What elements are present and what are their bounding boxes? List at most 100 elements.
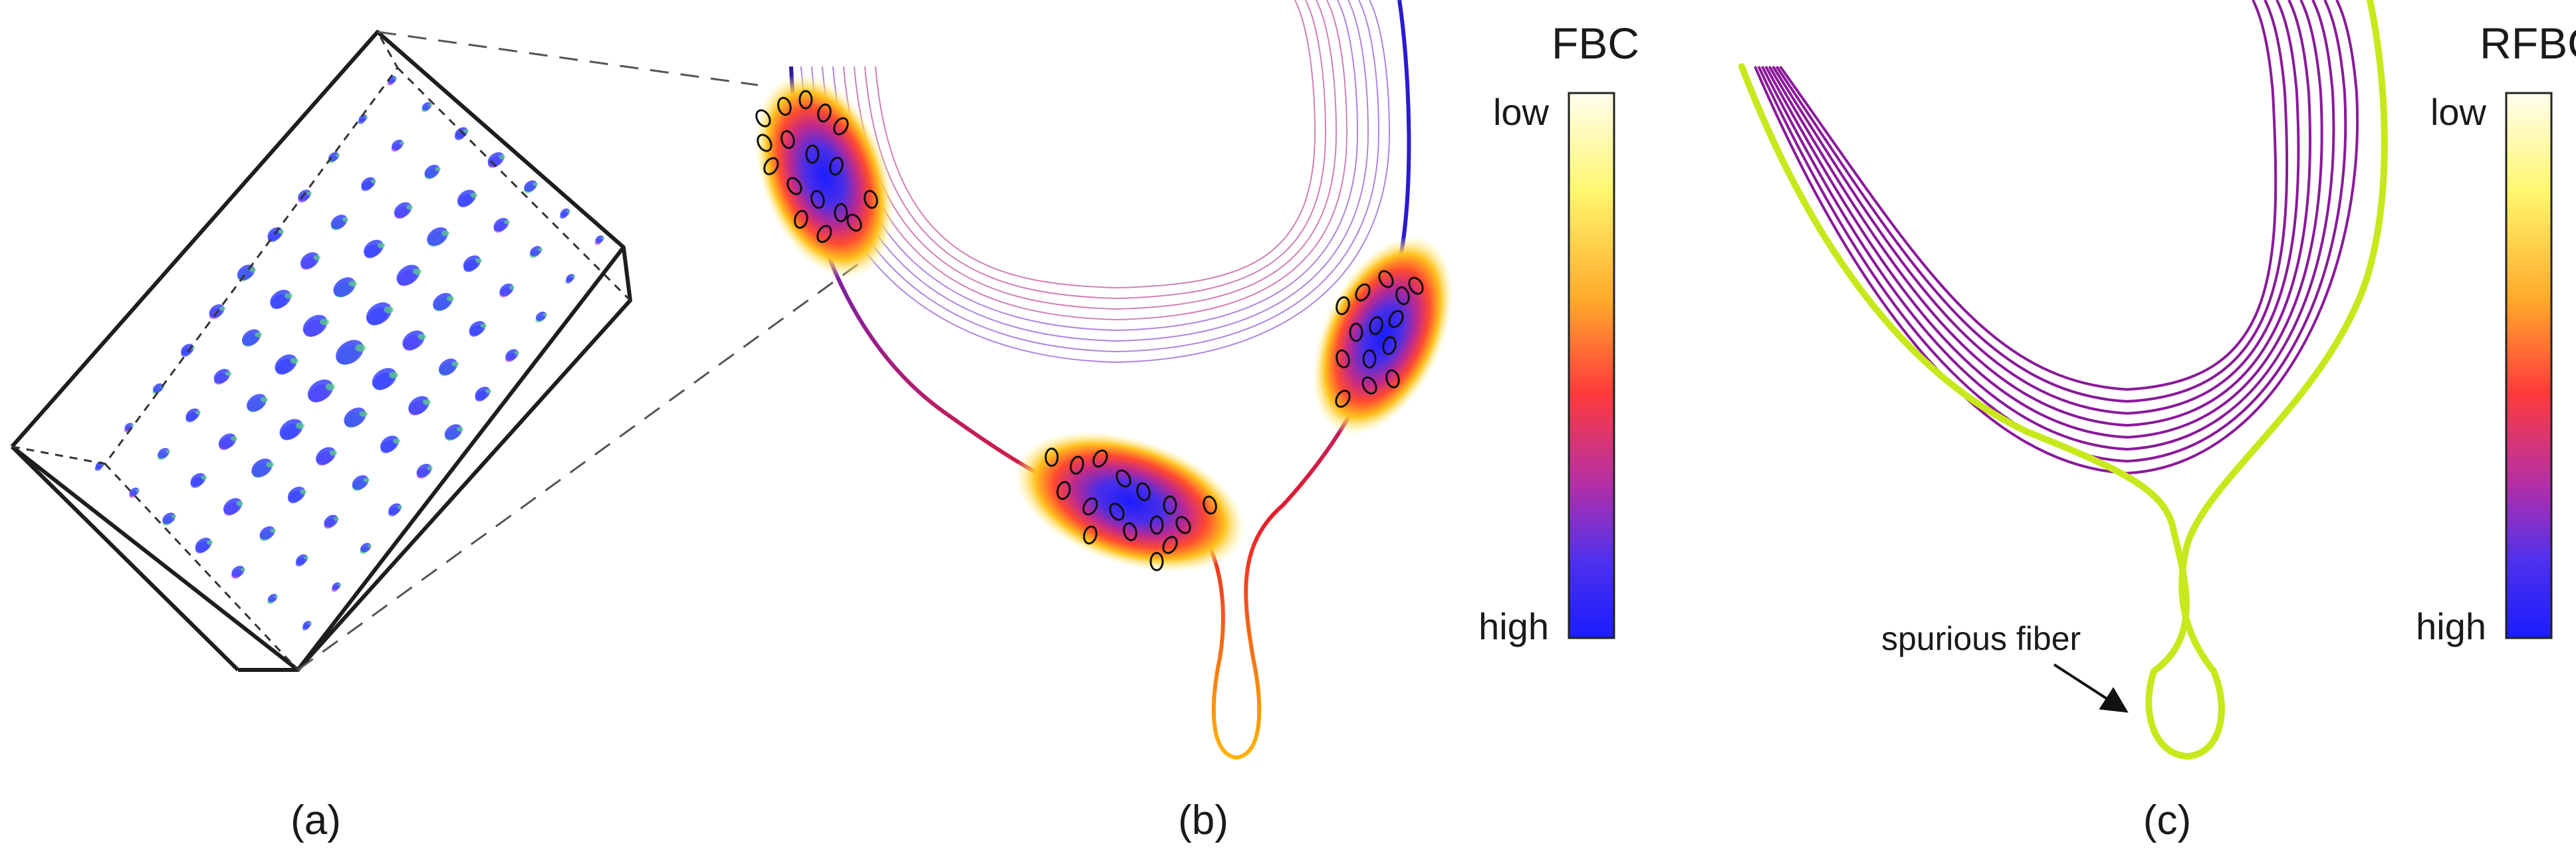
fiber-bundle-retained bbox=[1754, 0, 2359, 475]
glyph-ring bbox=[1203, 495, 1217, 515]
glyph-ring bbox=[1082, 497, 1098, 516]
odf-glyph bbox=[529, 246, 543, 259]
local-glyph-rings bbox=[755, 90, 1424, 572]
glyph-ring bbox=[1162, 536, 1178, 554]
odf-glyph bbox=[380, 435, 401, 453]
glyph-ring bbox=[833, 117, 849, 136]
glyph-ring bbox=[1123, 522, 1137, 542]
glyph-ring bbox=[1092, 449, 1108, 468]
glyph-ring bbox=[798, 90, 813, 110]
odf-glyph bbox=[396, 265, 422, 286]
scored-fiber-left bbox=[789, 66, 1398, 760]
glyph-ring bbox=[1115, 469, 1131, 488]
odf-glyph bbox=[438, 358, 459, 376]
colorbar-rfbc-low-label: low bbox=[2430, 91, 2487, 133]
glyph-ring bbox=[1335, 389, 1351, 408]
glyph-ring bbox=[816, 225, 832, 243]
odf-glyph bbox=[457, 189, 478, 207]
odf-glyph bbox=[218, 433, 238, 451]
fiber-retained bbox=[1754, 0, 2359, 475]
spurious-fiber-highlighted bbox=[1738, 0, 2388, 760]
glyph-ring bbox=[834, 203, 848, 223]
fiber-thin bbox=[864, 0, 1327, 300]
colorbar-rfbc-title: RFBC bbox=[2480, 19, 2576, 68]
fiber-retained bbox=[1761, 0, 2335, 451]
glyph-ring bbox=[1336, 296, 1350, 316]
fiber-retained bbox=[1779, 0, 2278, 391]
odf-glyph bbox=[237, 265, 257, 282]
odf-glyph bbox=[181, 344, 195, 357]
odf-glyph bbox=[391, 140, 405, 152]
panel-label-a: (a) bbox=[291, 797, 341, 843]
odf-glyph bbox=[535, 311, 548, 323]
odf-glyph bbox=[162, 512, 177, 526]
odf-glyph bbox=[213, 369, 232, 385]
odf-glyph bbox=[364, 239, 386, 259]
odf-glyph bbox=[157, 448, 171, 461]
glyph-ring bbox=[780, 130, 795, 150]
odf-glyph-field bbox=[94, 76, 605, 631]
zoom-projection-lines bbox=[297, 31, 858, 671]
fiber-thin bbox=[832, 0, 1359, 332]
glyph-ring bbox=[1163, 495, 1177, 515]
glyph-ring bbox=[805, 144, 820, 164]
odf-glyph bbox=[463, 255, 483, 272]
glyph-ring bbox=[846, 213, 862, 232]
odf-glyph bbox=[307, 379, 336, 403]
fiber-thin bbox=[875, 0, 1316, 289]
panel-label-b: (b) bbox=[1178, 797, 1229, 843]
fiber-retained bbox=[1772, 0, 2300, 415]
odf-glyph bbox=[499, 283, 515, 298]
colorbar-fbc-high-label: high bbox=[1478, 605, 1549, 647]
odf-glyph bbox=[360, 542, 372, 554]
odf-glyph bbox=[247, 393, 269, 413]
odf-glyph bbox=[300, 252, 321, 270]
odf-glyph bbox=[270, 289, 293, 310]
odf-glyph bbox=[94, 461, 105, 471]
panel-c-rfbc-map: RFBC low high spurious fiber bbox=[1738, 0, 2576, 760]
odf-glyph bbox=[190, 473, 207, 488]
odf-glyph bbox=[424, 164, 441, 180]
panel-b-fbc-map: FBC low high bbox=[755, 0, 1639, 760]
odf-glyph bbox=[231, 566, 246, 579]
odf-glyph bbox=[358, 114, 368, 124]
odf-glyph bbox=[330, 215, 349, 231]
odf-glyph bbox=[336, 340, 366, 365]
odf-glyph bbox=[469, 321, 487, 337]
fiber-retained bbox=[1775, 0, 2289, 403]
odf-glyph bbox=[594, 235, 605, 245]
box-hidden-edges bbox=[11, 31, 632, 671]
odf-glyph bbox=[267, 593, 279, 605]
odf-glyph bbox=[372, 368, 399, 390]
colorbar-rfbc: RFBC low high bbox=[2416, 19, 2576, 647]
odf-glyph bbox=[267, 227, 285, 243]
fiber-thin bbox=[811, 0, 1380, 353]
odf-glyph bbox=[251, 458, 275, 478]
odf-glyph bbox=[394, 202, 413, 219]
fiber-retained bbox=[1757, 0, 2347, 463]
odf-glyph bbox=[324, 514, 340, 529]
fbc-hotspot-top-left bbox=[755, 74, 894, 278]
fbc-hotspot-bottom bbox=[1014, 431, 1246, 573]
odf-glyph bbox=[279, 419, 305, 441]
fiber-retained bbox=[1764, 0, 2323, 439]
glyph-ring bbox=[1385, 369, 1400, 389]
glyph-ring bbox=[1355, 283, 1371, 302]
odf-glyph bbox=[302, 314, 330, 337]
odf-glyph bbox=[295, 554, 309, 567]
glyph-ring bbox=[810, 189, 825, 209]
odf-glyph bbox=[560, 208, 571, 219]
odf-glyph bbox=[421, 102, 433, 113]
fiber-thin bbox=[822, 0, 1369, 342]
glyph-ring bbox=[1336, 349, 1350, 369]
glyph-ring bbox=[1378, 270, 1394, 288]
odf-glyph bbox=[444, 424, 464, 441]
glyph-ring bbox=[1149, 552, 1164, 572]
odf-glyph bbox=[433, 292, 455, 312]
glyph-ring bbox=[817, 103, 832, 123]
odf-glyph bbox=[302, 621, 312, 631]
glyph-ring bbox=[1149, 515, 1164, 535]
odf-glyph bbox=[298, 189, 312, 203]
glyph-ring bbox=[829, 156, 844, 176]
